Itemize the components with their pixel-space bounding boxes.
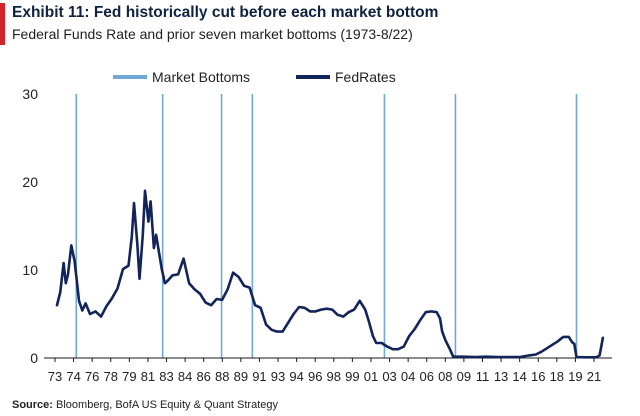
x-tick-label: 81 [141,369,155,384]
market-bottom-lines [75,94,578,358]
y-tick-label: 10 [22,262,38,278]
x-tick-label: 98 [327,369,341,384]
chart-title: Exhibit 11: Fed historically cut before … [12,4,439,21]
x-tick-label: 09 [457,369,471,384]
x-tick-label: 04 [401,369,415,384]
x-tick-label: 91 [252,369,266,384]
x-axis-ticks: 73 74 76 78 79 81 83 84 86 88 89 91 93 94 96 98 99 01 03 04… [48,358,601,384]
x-tick-label: 89 [234,369,248,384]
x-tick-label: 18 [550,369,564,384]
x-tick-label: 21 [587,369,601,384]
legend-label-fedrates: FedRates [335,69,396,85]
x-tick-label: 79 [122,369,136,384]
x-tick-label: 78 [104,369,118,384]
chart-legend: Market Bottoms FedRates [113,69,396,85]
x-tick-label: 16 [531,369,545,384]
fedrates-series [55,189,605,359]
series-line-fedrates [55,189,605,359]
x-tick-label: 19 [568,369,582,384]
x-tick-label: 86 [196,369,210,384]
source-label: Source: [12,399,53,411]
x-tick-label: 94 [289,369,303,384]
x-tick-label: 06 [419,369,433,384]
chart-subtitle: Federal Funds Rate and prior seven marke… [12,26,413,42]
y-tick-label: 0 [30,350,38,366]
x-tick-label: 76 [85,369,99,384]
x-tick-label: 99 [345,369,359,384]
legend-label-market-bottoms: Market Bottoms [152,69,250,85]
x-tick-label: 14 [512,369,526,384]
y-axis-ticks: 0 10 20 30 [22,86,38,366]
x-tick-label: 74 [66,369,80,384]
x-tick-label: 83 [159,369,173,384]
title-accent-bar [0,3,5,45]
x-tick-label: 84 [178,369,192,384]
x-tick-label: 93 [271,369,285,384]
x-tick-label: 08 [438,369,452,384]
x-tick-label: 96 [308,369,322,384]
x-tick-label: 01 [364,369,378,384]
source-note: Source: Bloomberg, BofA US Equity & Quan… [12,399,278,411]
x-tick-label: 13 [494,369,508,384]
y-tick-label: 20 [22,174,38,190]
x-tick-label: 88 [215,369,229,384]
y-tick-label: 30 [22,86,38,102]
x-tick-label: 03 [382,369,396,384]
x-tick-label: 11 [476,369,490,384]
source-text: Bloomberg, BofA US Equity & Quant Strate… [56,399,278,411]
x-tick-label: 73 [48,369,62,384]
